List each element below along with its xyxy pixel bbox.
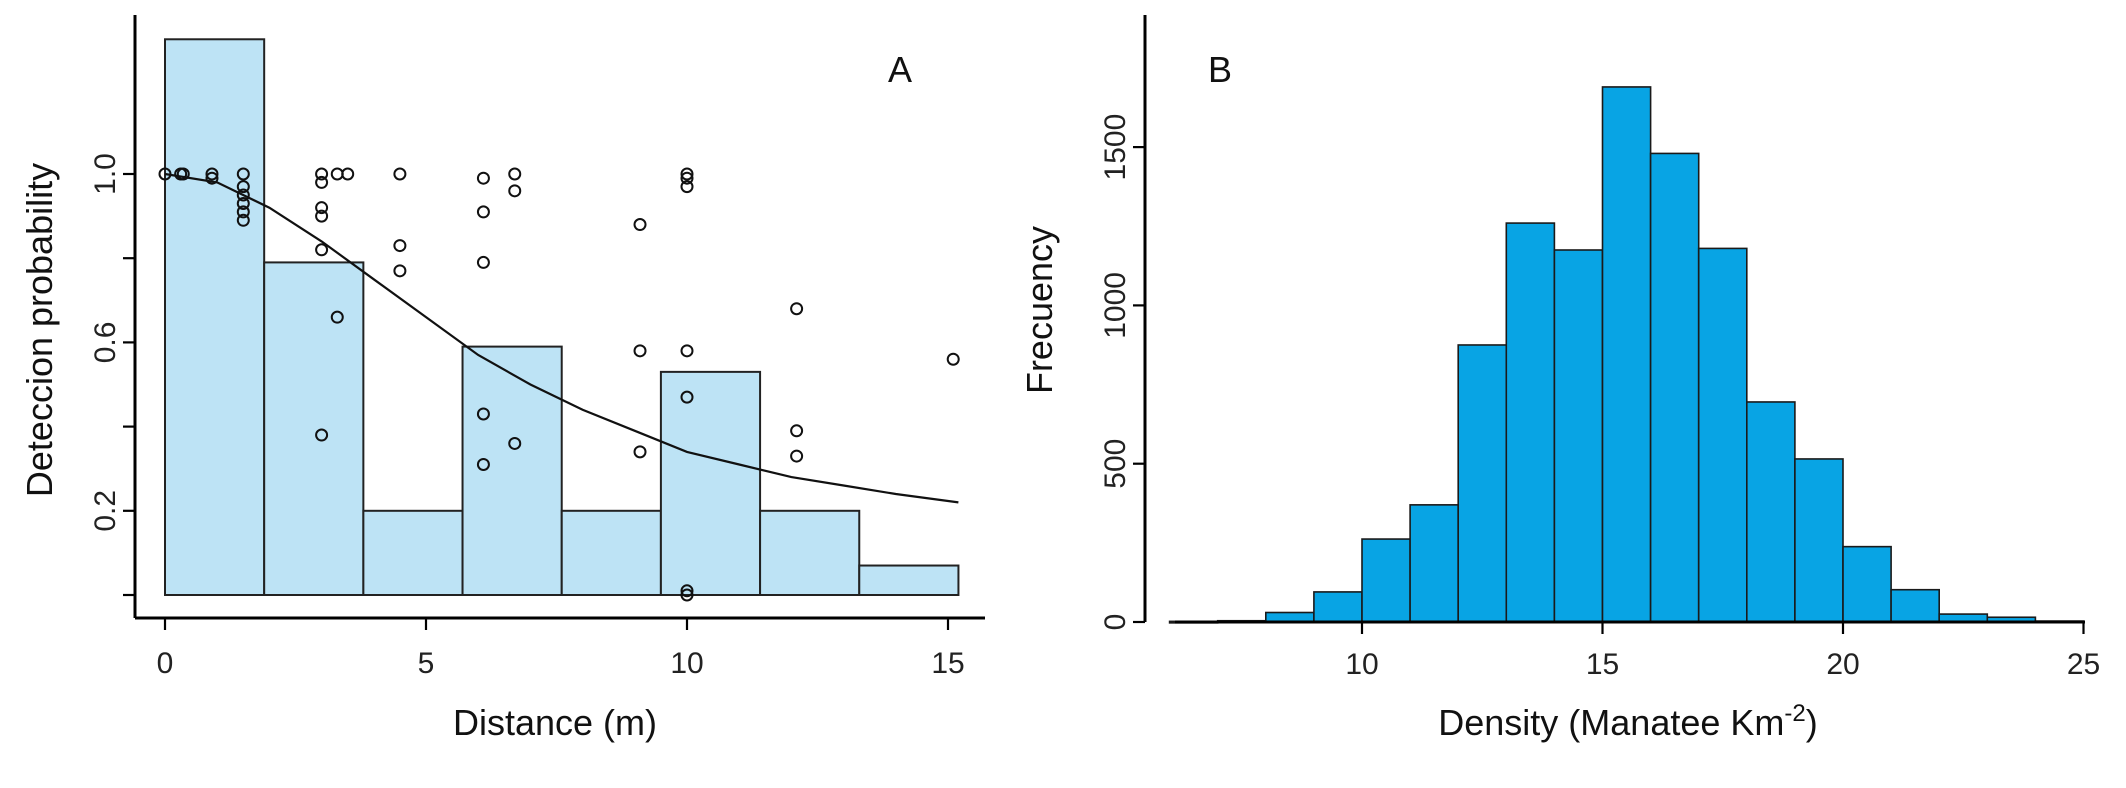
panel-b-bar-13 (1794, 458, 1844, 623)
panel-a-points (158, 167, 960, 602)
panel-a-bar-6 (759, 509, 861, 596)
panel-a-point-9 (236, 205, 250, 219)
panel-b-y-tick-label-0: 0 (1099, 614, 1132, 631)
panel-b-bar-12 (1746, 401, 1796, 623)
panel-a-point-16 (315, 428, 329, 442)
panel-a-point-28 (508, 167, 522, 181)
panel-a-point-14 (315, 209, 329, 223)
panel-a-point-4 (205, 171, 219, 185)
panel-a-point-41 (790, 302, 804, 316)
panel-a-x-tick-label-3: 15 (931, 647, 964, 680)
panel-b-label: B (1208, 49, 1232, 90)
panel-b-x-axis-title-end: ) (1806, 702, 1818, 743)
panel-a-bar-3 (461, 345, 563, 596)
panel-a-point-27 (476, 457, 490, 471)
panel-a-bar-1 (263, 261, 365, 596)
panel-a-point-43 (790, 449, 804, 463)
panel-a-point-10 (236, 213, 250, 227)
panel-a-y-tick-label-3: 0.6 (89, 322, 122, 364)
panel-b-x-axis-title: Density (Manatee Km-2) (1438, 700, 1817, 743)
panel-a-bar-2 (362, 509, 464, 596)
panel-a-point-5 (236, 167, 250, 181)
panel-a-point-35 (680, 171, 694, 185)
panel-a-point-40 (680, 588, 694, 602)
panel-a-y-axis-title: Deteccion probability (19, 163, 60, 497)
panel-a-point-8 (236, 196, 250, 210)
panel-a-bar-0 (164, 38, 266, 596)
panel-a-point-22 (393, 264, 407, 278)
panel-b-bar-5 (1409, 504, 1459, 623)
panel-a-point-39 (680, 584, 694, 598)
panel-a-point-20 (393, 167, 407, 181)
panel-b-bar-6 (1457, 344, 1508, 623)
panel-a-point-36 (680, 180, 694, 194)
panel-a-point-30 (508, 436, 522, 450)
panel-a-bar-4 (560, 509, 662, 596)
panel-a-point-42 (790, 424, 804, 438)
panel-b-bar-3 (1313, 591, 1363, 623)
panel-b-bar-11 (1697, 247, 1748, 623)
panel-a-point-25 (476, 255, 490, 269)
panel-a-point-18 (341, 167, 355, 181)
panel-a-y-tick-label-1: 0.2 (89, 490, 122, 532)
panel-a-point-13 (315, 201, 329, 215)
panel-a-point-23 (476, 171, 490, 185)
panel-b-bar-14 (1842, 545, 1892, 623)
panel-b-bar-10 (1649, 152, 1700, 623)
panel-a-point-38 (680, 390, 694, 404)
panel-a-point-21 (393, 239, 407, 253)
panel-a-point-31 (633, 218, 647, 232)
panel-a-axes: 0 5 10 15 0.2 0.6 1.0 (89, 15, 985, 680)
panel-a-point-24 (476, 205, 490, 219)
panel-a-point-11 (315, 167, 329, 181)
panel-a-x-tick-label-2: 10 (670, 647, 703, 680)
panel-b-bar-7 (1505, 222, 1556, 623)
panel-a-point-19 (330, 310, 344, 324)
panel-a-x-tick-label-0: 0 (157, 647, 174, 680)
panel-b-chart: 10 15 20 25 0 500 1000 1500 B Density (Manatee … (1019, 15, 2100, 743)
panel-a-bars (164, 38, 960, 597)
panel-a-chart: 0 5 10 15 0.2 0.6 1.0 A Distance (m) Deteccion… (19, 15, 985, 743)
panel-b-bar-9 (1601, 86, 1652, 623)
panel-b-bars (1168, 86, 2085, 624)
panel-b-x-tick-label-2: 20 (1826, 648, 1859, 681)
panel-a-point-3 (205, 167, 219, 181)
panel-b-y-tick-label-1: 500 (1099, 439, 1132, 489)
panel-a-point-37 (680, 344, 694, 358)
panel-b-x-tick-label-0: 10 (1345, 648, 1378, 681)
panel-a-point-33 (633, 445, 647, 459)
panel-a-point-6 (236, 180, 250, 194)
panel-b-x-tick-label-3: 25 (2067, 648, 2100, 681)
panel-b-x-axis-title-sup: -2 (1784, 700, 1805, 727)
panel-a-point-12 (315, 175, 329, 189)
panel-a-y-tick-label-5: 1.0 (89, 153, 122, 195)
panel-a-x-tick-label-1: 5 (418, 647, 435, 680)
panel-b-y-tick-label-2: 1000 (1099, 272, 1132, 339)
panel-a-point-0 (158, 167, 172, 181)
panel-a-point-34 (680, 167, 694, 181)
panel-a-point-15 (315, 243, 329, 257)
panel-b-y-axis-title: Frecuency (1019, 226, 1060, 394)
panel-a-point-29 (508, 184, 522, 198)
panel-b-axes: 10 15 20 25 0 500 1000 1500 (1099, 15, 2100, 681)
panel-a-x-axis-title: Distance (m) (453, 702, 657, 743)
panel-a-point-32 (633, 344, 647, 358)
panel-b-x-tick-label-1: 15 (1586, 648, 1619, 681)
panel-a-label: A (888, 49, 912, 90)
panel-a-bar-5 (659, 370, 762, 596)
panel-b-bar-8 (1553, 249, 1604, 623)
panel-b-y-tick-label-3: 1500 (1099, 114, 1132, 181)
panel-a-point-26 (476, 407, 490, 421)
panel-a-point-7 (236, 188, 250, 202)
panel-b-bar-4 (1361, 538, 1411, 623)
panel-a-bar-7 (858, 564, 960, 597)
panel-a-point-17 (330, 167, 344, 181)
panel-a-point-2 (176, 167, 190, 181)
panel-a-point-44 (946, 352, 960, 366)
panel-b-x-axis-title-main: Density (Manatee Km (1438, 702, 1784, 743)
panel-a-fitted-curve (164, 172, 959, 504)
panel-b-bar-15 (1890, 588, 1940, 623)
